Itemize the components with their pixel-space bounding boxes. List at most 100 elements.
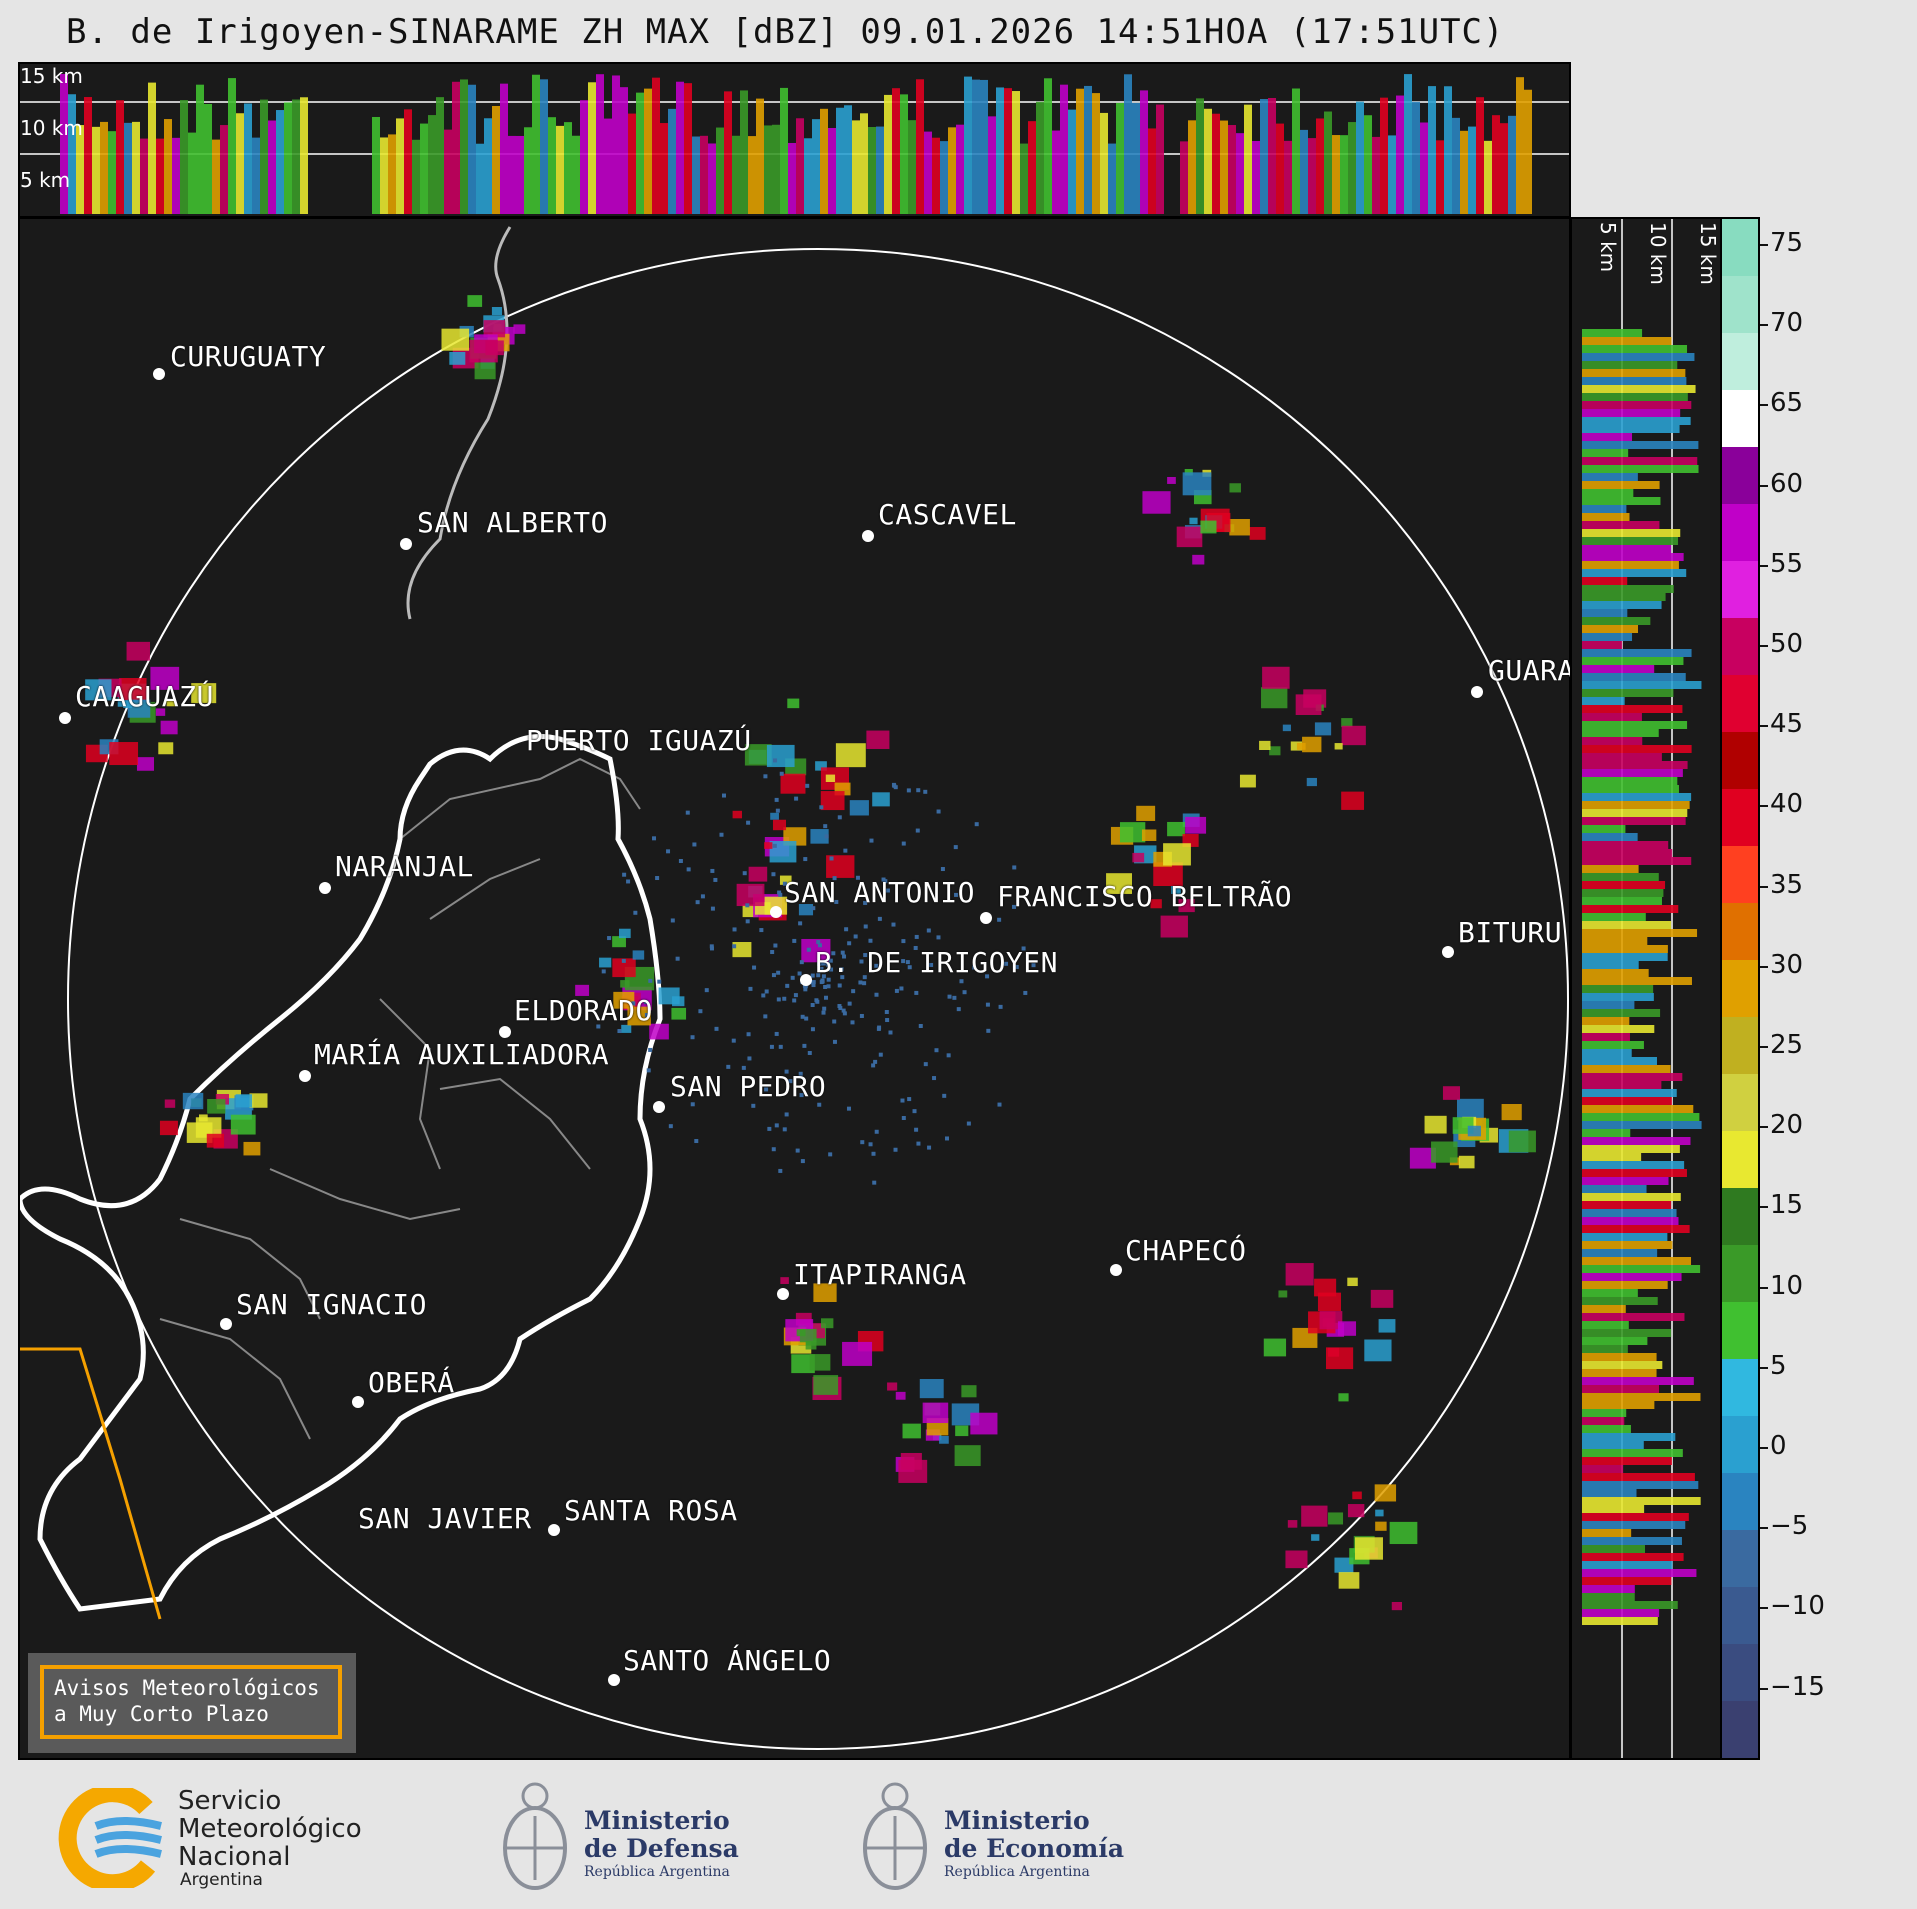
- clutter-pixel: [819, 805, 824, 810]
- radar-echo-cell: [1338, 1572, 1360, 1589]
- clutter-pixel: [685, 810, 690, 815]
- cross-section-row: [1582, 1185, 1647, 1193]
- city-label-san-ignacio: SAN IGNACIO: [236, 1288, 427, 1321]
- cross-section-row: [1582, 1025, 1655, 1033]
- cross-section-row: [1582, 689, 1674, 697]
- clutter-pixel: [831, 951, 836, 956]
- city-dot-san-alberto: [400, 538, 412, 550]
- cross-section-row: [1582, 1065, 1671, 1073]
- radar-echo-cell: [1282, 724, 1291, 732]
- clutter-pixel: [746, 1032, 751, 1037]
- clutter-pixel: [829, 856, 834, 861]
- radar-echo-cell: [613, 991, 635, 1009]
- radar-echo-cell: [1374, 1484, 1397, 1502]
- colorbar-tick-label: 60: [1770, 468, 1804, 499]
- cross-section-column: [1220, 120, 1228, 214]
- cross-section-column: [1460, 130, 1468, 214]
- city-dot-itapiranga: [777, 1288, 789, 1300]
- radar-echo-cell: [783, 827, 807, 846]
- clutter-pixel: [719, 832, 724, 837]
- radar-echo-cell: [513, 324, 526, 334]
- cross-section-column: [1196, 98, 1204, 214]
- clutter-pixel: [784, 1112, 789, 1117]
- cross-section-column: [260, 99, 268, 214]
- cross-section-row: [1582, 1441, 1644, 1449]
- radar-map-panel[interactable]: [18, 217, 1571, 1760]
- cross-section-row: [1582, 1449, 1683, 1457]
- cross-section-column: [708, 143, 716, 214]
- cross-section-row: [1582, 425, 1680, 433]
- top-cross-section-panel: [18, 62, 1571, 218]
- clutter-pixel: [821, 961, 826, 966]
- clutter-pixel: [829, 967, 834, 972]
- cross-section-column: [1388, 135, 1396, 214]
- radar-echo-cell: [441, 328, 470, 351]
- cross-section-row: [1582, 1457, 1672, 1465]
- colorbar-tick-label: 65: [1770, 388, 1804, 419]
- cross-section-row: [1582, 953, 1668, 961]
- radar-echo-cell: [810, 829, 829, 844]
- clutter-pixel: [907, 965, 912, 970]
- cross-section-column: [1012, 91, 1020, 214]
- clutter-pixel: [714, 1026, 719, 1031]
- radar-echo-cell: [813, 1283, 837, 1302]
- radar-echo-cell: [195, 1117, 222, 1138]
- city-label-francisco-beltrao: FRANCISCO BELTRÃO: [997, 880, 1293, 913]
- clutter-pixel: [946, 1053, 951, 1058]
- clutter-pixel: [1021, 946, 1026, 951]
- radar-echo-cell: [955, 1425, 969, 1437]
- cross-section-column: [1444, 86, 1452, 214]
- city-dot-bituru: [1442, 946, 1454, 958]
- cross-section-column: [628, 113, 636, 214]
- cross-section-column: [1148, 128, 1156, 214]
- cross-section-column: [84, 97, 92, 214]
- radar-map[interactable]: [20, 219, 1571, 1760]
- radar-echo-cell: [1319, 1311, 1343, 1330]
- clutter-pixel: [770, 950, 775, 955]
- cross-section-column: [1020, 143, 1028, 214]
- colorbar-segment: [1722, 333, 1758, 391]
- clutter-pixel: [945, 1136, 950, 1141]
- radar-echo-cell: [491, 307, 503, 316]
- cross-section-column: [908, 120, 916, 214]
- clutter-pixel: [817, 1102, 822, 1107]
- city-label-maria-auxiliadora: MARÍA AUXILIADORA: [314, 1038, 610, 1071]
- cross-section-row: [1582, 937, 1648, 945]
- clutter-pixel: [842, 954, 847, 959]
- clutter-pixel: [974, 822, 979, 827]
- radar-echo-cell: [1458, 1155, 1475, 1169]
- cross-section-row: [1582, 801, 1690, 809]
- colorbar-segment: [1722, 561, 1758, 619]
- cross-section-column: [1076, 88, 1084, 214]
- clutter-pixel: [1023, 990, 1028, 995]
- clutter-pixel: [843, 848, 848, 853]
- colorbar-tick-label: 35: [1770, 869, 1804, 900]
- cross-section-column: [596, 74, 604, 214]
- cross-section-row: [1582, 417, 1691, 425]
- cross-section-column: [892, 88, 900, 214]
- radar-echo-cell: [766, 744, 795, 768]
- clutter-pixel: [698, 1009, 703, 1014]
- clutter-pixel: [820, 979, 825, 984]
- dbz-colorbar-gradient: [1722, 219, 1758, 1758]
- colorbar-tick-label: 0: [1770, 1431, 1787, 1461]
- smn-logo-line-3: Nacional: [178, 1842, 291, 1872]
- cross-section-row: [1582, 865, 1639, 873]
- clutter-pixel: [838, 1006, 843, 1011]
- clutter-pixel: [954, 892, 959, 897]
- cross-section-column: [1372, 136, 1380, 214]
- clutter-pixel: [810, 1003, 815, 1008]
- clutter-pixel: [644, 1012, 649, 1017]
- radar-echo-cell: [1167, 476, 1176, 484]
- clutter-pixel: [899, 986, 904, 991]
- cross-section-row: [1582, 353, 1695, 361]
- clutter-pixel: [804, 1016, 809, 1021]
- cross-section-row: [1582, 1081, 1662, 1089]
- cross-section-row: [1582, 561, 1679, 569]
- cross-section-row: [1582, 593, 1666, 601]
- colorbar-tick-label: 70: [1770, 308, 1804, 339]
- cross-section-column: [164, 119, 172, 214]
- city-label-obera: OBERÁ: [368, 1366, 455, 1399]
- cross-section-column: [1500, 123, 1508, 214]
- radar-echo-cell: [191, 683, 217, 704]
